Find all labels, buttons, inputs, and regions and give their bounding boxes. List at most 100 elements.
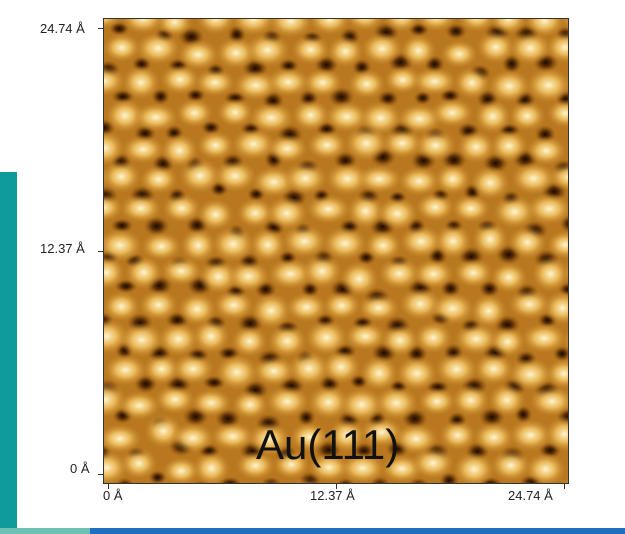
- surface-bump: [105, 98, 145, 133]
- surface-bump: [490, 449, 532, 482]
- surface-bump: [195, 19, 236, 35]
- surface-bump: [230, 19, 276, 36]
- surface-bump: [399, 225, 443, 258]
- surface-bump: [249, 227, 286, 262]
- surface-bump: [119, 193, 162, 223]
- surface-bump: [510, 162, 557, 195]
- surface-bump: [104, 33, 141, 63]
- surface-bump: [267, 258, 314, 290]
- surface-bump: [160, 133, 199, 168]
- surface-bump: [213, 159, 257, 192]
- surface-bump: [121, 19, 165, 34]
- surface-bump: [177, 292, 217, 326]
- surface-bump: [395, 356, 439, 391]
- surface-bump: [489, 19, 528, 35]
- surface-bump: [236, 198, 274, 228]
- surface-bump: [470, 293, 507, 329]
- surface-bump: [564, 73, 568, 91]
- surface-bump: [526, 192, 568, 225]
- stm-image: [103, 18, 569, 484]
- surface-bump: [543, 290, 568, 326]
- surface-bump: [430, 98, 475, 128]
- surface-bump: [525, 452, 567, 483]
- y-axis-label-bottom: 0 Å: [70, 461, 90, 476]
- surface-bump: [440, 39, 479, 69]
- surface-bump: [282, 161, 328, 195]
- surface-bump: [139, 164, 179, 194]
- surface-bump: [124, 255, 163, 290]
- surface-bump: [267, 324, 308, 358]
- surface-bump: [434, 163, 471, 195]
- surface-bump: [104, 160, 141, 193]
- surface-bump: [248, 102, 295, 134]
- surface-bump: [489, 129, 529, 163]
- surface-bump: [489, 326, 526, 358]
- surface-bump: [268, 19, 314, 38]
- surface-bump: [521, 323, 568, 354]
- surface-bump: [415, 192, 455, 222]
- surface-bump: [430, 292, 475, 325]
- surface-bump: [245, 33, 291, 68]
- surface-bump: [490, 262, 528, 293]
- surface-bump: [170, 422, 215, 454]
- surface-bump: [258, 479, 284, 483]
- surface-bump: [121, 65, 161, 100]
- surface-bump: [272, 450, 310, 480]
- surface-bump: [287, 350, 331, 387]
- y-tick-bottom: [98, 474, 103, 475]
- surface-bump: [324, 101, 370, 133]
- surface-bump: [160, 64, 201, 95]
- surface-bump: [104, 424, 142, 454]
- surface-bump: [471, 221, 509, 258]
- surface-bump: [470, 165, 510, 200]
- surface-bump: [233, 70, 279, 101]
- surface-bump: [545, 31, 568, 64]
- surface-bump: [407, 481, 429, 483]
- surface-bump: [292, 477, 320, 483]
- surface-bump: [178, 158, 222, 194]
- surface-bump: [250, 292, 292, 329]
- surface-bump: [235, 451, 276, 480]
- surface-bump: [143, 353, 181, 385]
- surface-bump: [175, 98, 214, 128]
- surface-bump: [210, 422, 255, 451]
- surface-bump: [456, 130, 496, 164]
- surface-bump: [291, 99, 331, 132]
- surface-bump: [226, 260, 271, 293]
- surface-bump: [135, 31, 181, 65]
- surface-bump: [562, 261, 568, 283]
- stm-topography: [104, 19, 568, 483]
- surface-bump: [434, 352, 479, 387]
- surface-bump: [566, 205, 568, 217]
- surface-bump: [346, 193, 385, 229]
- surface-bump: [322, 291, 361, 321]
- surface-bump: [356, 165, 403, 194]
- y-tick-middle: [98, 251, 103, 252]
- surface-bump: [451, 194, 491, 223]
- y-axis-label-top: 24.74 Å: [40, 21, 85, 36]
- surface-bump: [380, 324, 420, 357]
- x-tick-middle: [336, 484, 337, 489]
- surface-bump: [265, 385, 310, 418]
- surface-bump: [473, 352, 514, 385]
- surface-bump: [359, 417, 404, 447]
- surface-bump: [359, 355, 399, 391]
- surface-bump: [192, 318, 230, 354]
- surface-bump: [289, 422, 329, 452]
- surface-bump: [381, 128, 423, 159]
- surface-bump: [453, 66, 491, 99]
- surface-bump: [162, 456, 201, 483]
- surface-bump: [231, 128, 276, 161]
- surface-bump: [344, 322, 387, 351]
- surface-bump: [384, 65, 422, 94]
- surface-bump: [508, 289, 551, 320]
- left-accent-bar: [0, 172, 17, 534]
- surface-bump: [414, 321, 453, 354]
- surface-bump: [104, 193, 124, 222]
- surface-bump: [364, 230, 402, 261]
- surface-bump: [160, 256, 203, 286]
- surface-bump: [104, 65, 126, 97]
- surface-bump: [247, 422, 291, 456]
- surface-bump: [519, 481, 541, 483]
- surface-bump: [308, 19, 352, 36]
